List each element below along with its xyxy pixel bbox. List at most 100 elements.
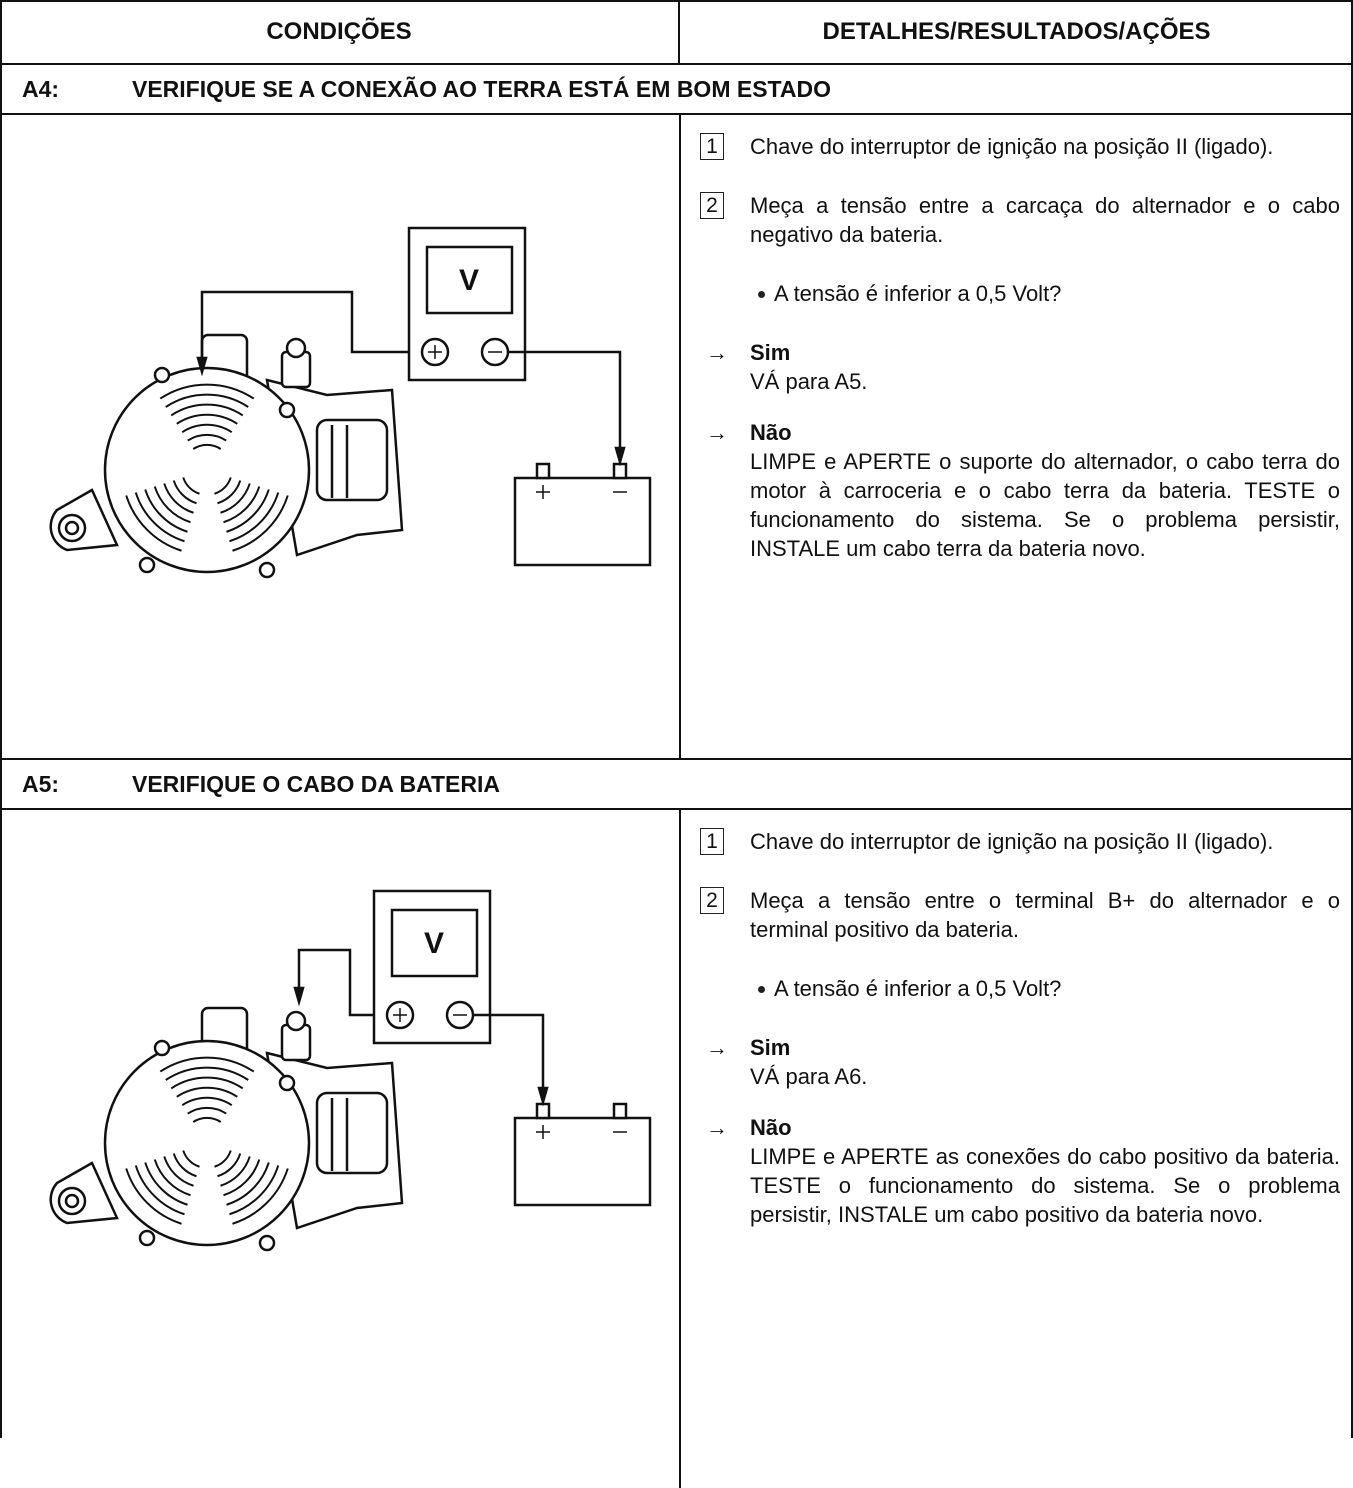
cooling-fin: [134, 1165, 185, 1216]
cooling-fin: [170, 1076, 244, 1090]
alternator-cover: [103, 1039, 311, 1247]
bolt: [278, 1074, 296, 1092]
lug-hole: [57, 513, 87, 543]
outcome-text: VÁ para A6.: [750, 1064, 868, 1089]
outcome: → Não LIMPE e APERTE o suporte do alternad…: [700, 418, 1340, 563]
step-text: Chave do interruptor de ignição na posiç…: [750, 829, 1274, 854]
cooling-fin: [170, 403, 244, 417]
step: 1 Chave do interruptor de ignição na posi…: [700, 827, 1340, 856]
bolt: [138, 556, 156, 574]
battery: [513, 1116, 652, 1207]
step-number: 1: [700, 828, 724, 855]
bolt: [153, 366, 171, 384]
cooling-fin: [163, 483, 194, 514]
voltmeter: [407, 226, 527, 382]
question-text: A tensão é inferior a 0,5 Volt?: [774, 281, 1062, 306]
plus-sign: [428, 345, 442, 359]
cooling-fin: [153, 486, 191, 524]
bolt: [138, 1229, 156, 1247]
alternator-mount: [315, 1091, 389, 1175]
outcome-label: Sim: [750, 340, 791, 365]
cooling-fin: [182, 1150, 200, 1168]
battery-plus: [536, 1125, 550, 1139]
alternator-cover: [103, 366, 311, 574]
voltmeter-display: [390, 908, 479, 978]
cooling-fin: [165, 393, 249, 408]
outcome-text: LIMPE e APERTE o suporte do alternador, …: [750, 449, 1340, 561]
cooling-fin: [125, 1168, 182, 1225]
section-header: A5: VERIFIQUE O CABO DA BATERIA: [0, 760, 1353, 810]
test-lead: [297, 948, 374, 1017]
cooling-fin: [134, 492, 185, 543]
test-lead: [200, 290, 409, 358]
cooling-fin: [226, 489, 270, 533]
cooling-fin: [220, 1156, 251, 1187]
column-header: DETALHES/RESULTADOS/AÇÕES: [680, 0, 1353, 65]
voltmeter-label: V: [459, 264, 479, 297]
step: 2 Meça a tensão entre o terminal B+ do al…: [700, 886, 1340, 944]
table-frame: [0, 0, 1353, 1438]
outcome: → Não LIMPE e APERTE as conexões do cabo p…: [700, 1113, 1340, 1229]
cooling-fin: [159, 383, 255, 400]
step-text: Chave do interruptor de ignição na posiç…: [750, 134, 1274, 159]
cooling-fin: [232, 495, 289, 552]
battery: [513, 476, 652, 567]
cooling-fin: [192, 443, 222, 450]
illustration: [49, 889, 652, 1252]
cooling-fin: [144, 1162, 188, 1206]
cooling-fin: [172, 480, 197, 505]
cooling-fin: [220, 483, 251, 514]
alternator-lug: [49, 488, 119, 552]
outcome-label: Sim: [750, 1035, 791, 1060]
cooling-fin: [144, 489, 188, 533]
step-number: 1: [700, 133, 724, 160]
question: A tensão é inferior a 0,5 Volt?: [700, 974, 1340, 1003]
battery-post: [535, 462, 551, 480]
voltmeter-display: [425, 245, 514, 315]
lug-hole: [64, 520, 80, 536]
lug-hole: [64, 1193, 80, 1209]
illustration-svg: V: [49, 889, 652, 1252]
bolt: [258, 561, 276, 579]
step: 1 Chave do interruptor de ignição na posi…: [700, 132, 1340, 161]
cooling-fin: [214, 1150, 232, 1168]
bolt: [153, 1039, 171, 1057]
battery-plus: [536, 485, 550, 499]
cooling-fin: [226, 1162, 270, 1206]
outcome-arrow: →: [706, 1035, 728, 1060]
section-code: A5:: [22, 771, 60, 797]
details: 1 Chave do interruptor de ignição na posi…: [700, 132, 1340, 593]
column-divider: [679, 810, 681, 1488]
bolt: [258, 1234, 276, 1252]
cooling-fin: [187, 1106, 227, 1115]
step: 2 Meça a tensão entre a carcaça do altern…: [700, 191, 1340, 249]
cooling-fin: [229, 1165, 280, 1216]
cooling-fin: [176, 413, 238, 425]
terminal-nut: [285, 337, 307, 359]
terminal-nut: [285, 1010, 307, 1032]
outcome: → Sim VÁ para A6.: [700, 1033, 1340, 1091]
outcome-text: VÁ para A5.: [750, 369, 868, 394]
bullet: [758, 291, 765, 298]
plus-sign: [393, 1008, 407, 1022]
step-text: Meça a tensão entre o terminal B+ do alt…: [750, 888, 1340, 942]
section-title: VERIFIQUE SE A CONEXÃO AO TERRA ESTÁ EM …: [132, 76, 831, 102]
alternator-mount: [315, 418, 389, 502]
step-number: 2: [700, 887, 724, 914]
voltmeter: [372, 889, 492, 1045]
cooling-fin: [192, 1116, 222, 1123]
alternator-lug: [49, 1161, 119, 1225]
cooling-fin: [229, 492, 280, 543]
test-lead: [473, 1013, 545, 1088]
plus-jack: [420, 337, 450, 367]
outcome-arrow: →: [706, 420, 728, 445]
section-header: A4: VERIFIQUE SE A CONEXÃO AO TERRA ESTÁ …: [0, 65, 1353, 115]
outcome-arrow: →: [706, 340, 728, 365]
bullet: [758, 986, 765, 993]
cooling-fin: [214, 477, 232, 495]
question-text: A tensão é inferior a 0,5 Volt?: [774, 976, 1062, 1001]
cooling-fin: [187, 433, 227, 442]
step-text: Meça a tensão entre a carcaça do alterna…: [750, 193, 1340, 247]
section-code: A4:: [22, 76, 60, 102]
